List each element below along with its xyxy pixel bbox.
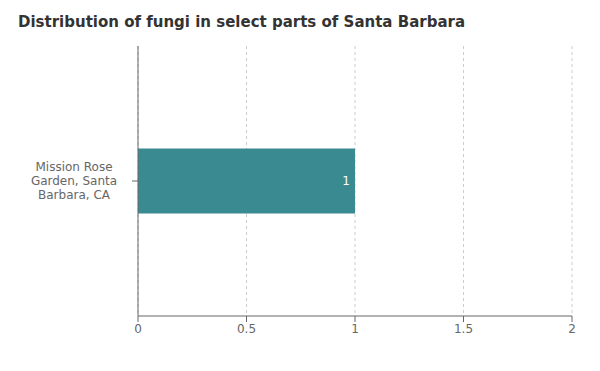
svg-text:2: 2 [568,322,576,336]
svg-text:1.5: 1.5 [454,322,473,336]
svg-text:Mission RoseGarden, SantaBarba: Mission RoseGarden, SantaBarbara, CA [31,160,117,202]
svg-text:0: 0 [134,322,142,336]
svg-text:0.5: 0.5 [237,322,256,336]
svg-text:1: 1 [342,174,350,188]
svg-text:1: 1 [351,322,359,336]
html-text:Distribution of fungi in selec: Distribution of fungi in select parts of… [18,13,465,31]
